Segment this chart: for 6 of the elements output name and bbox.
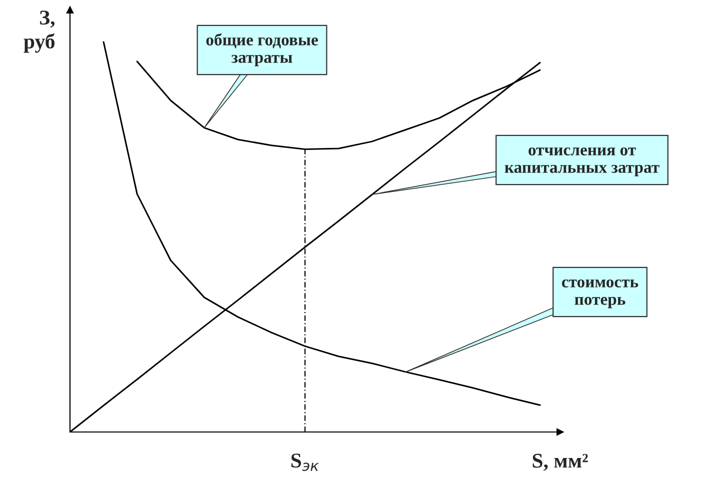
text: стоимость потерь bbox=[562, 279, 638, 308]
annotation: отчисления от капитальных затрат bbox=[504, 147, 660, 176]
x-axis-title: S, мм² bbox=[532, 454, 588, 471]
y-axis-title: З, руб bbox=[24, 10, 55, 53]
annotation: общие годовые затраты bbox=[206, 33, 318, 66]
text: S$_{эк}$ bbox=[291, 454, 319, 472]
